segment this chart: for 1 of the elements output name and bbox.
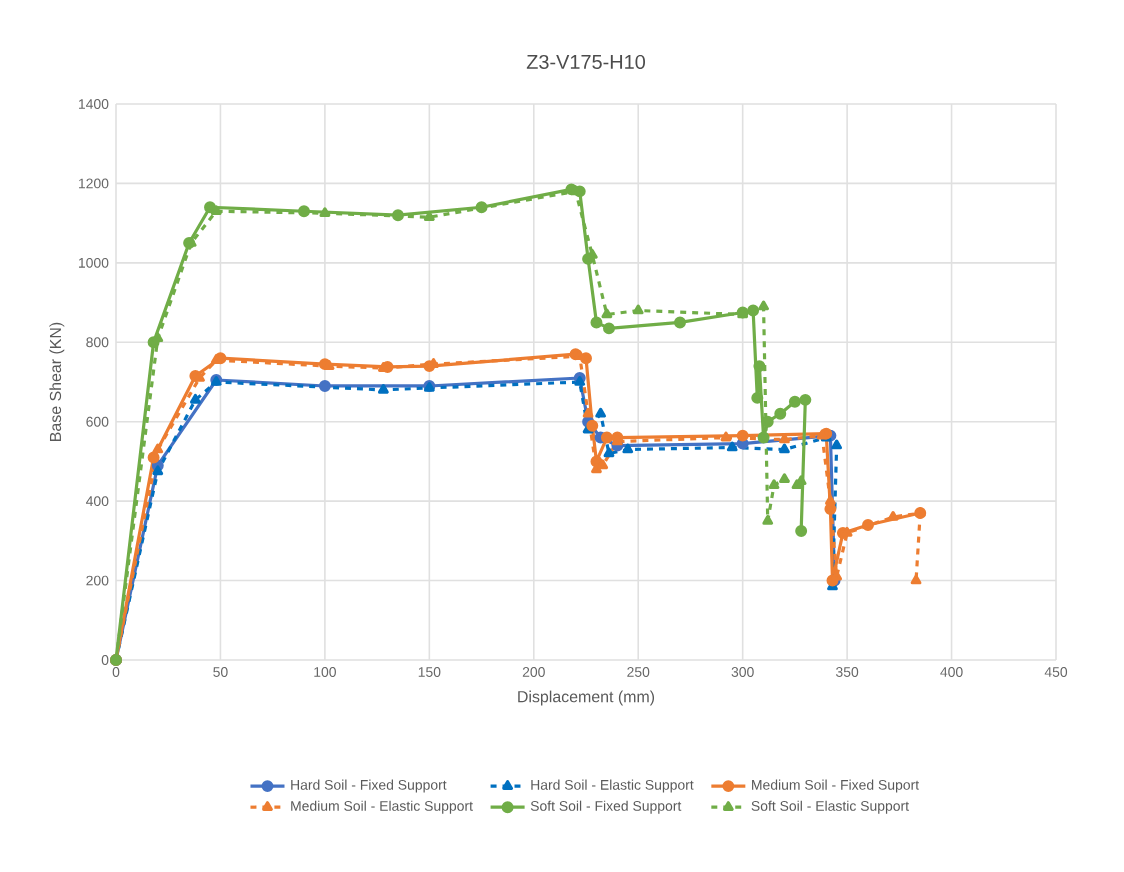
chart-title: Z3-V175-H10	[526, 54, 646, 69]
